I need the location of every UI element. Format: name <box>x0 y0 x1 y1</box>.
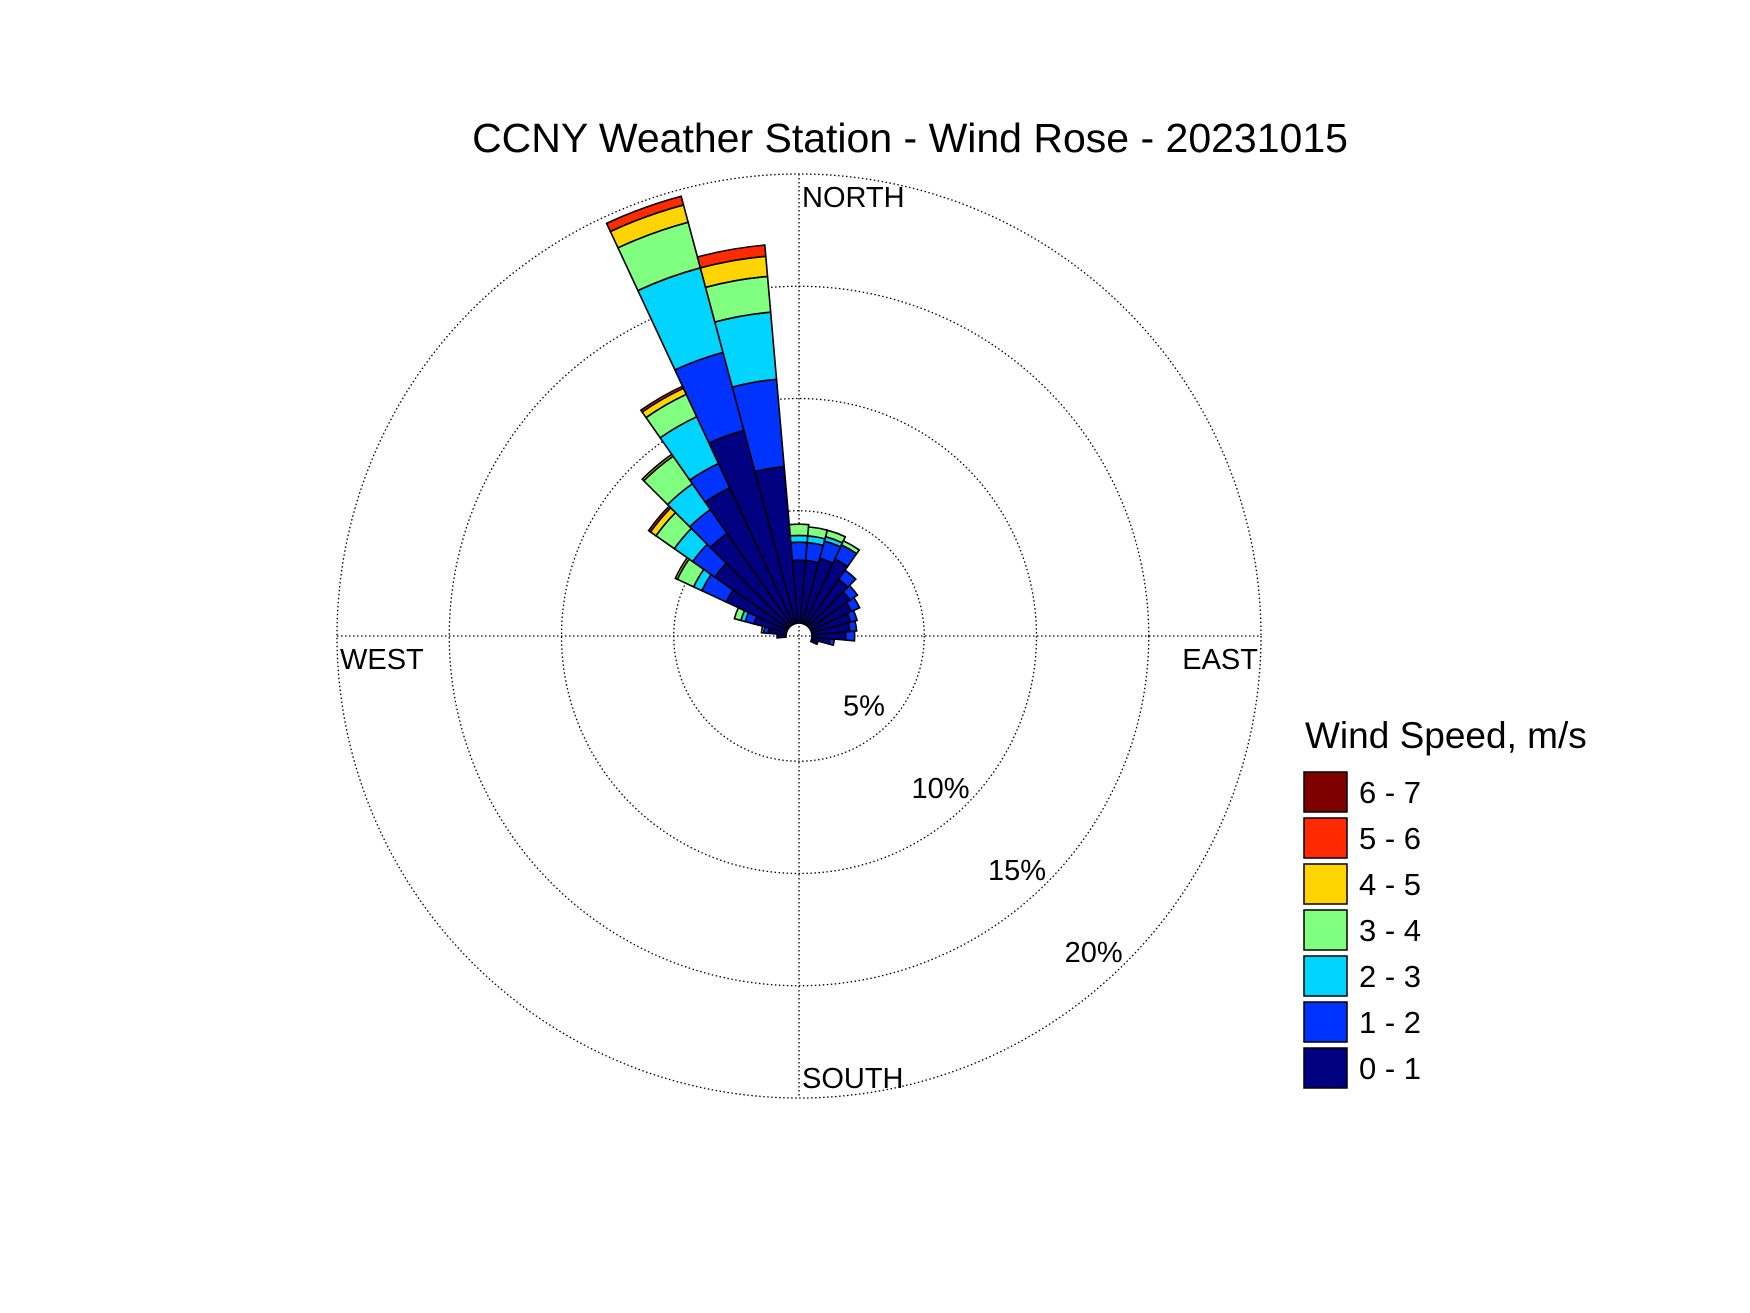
sector <box>788 523 810 537</box>
grid <box>336 173 1262 1099</box>
direction-label: NORTH <box>802 182 905 214</box>
legend-title: Wind Speed, m/s <box>1305 715 1587 756</box>
sector <box>824 529 847 544</box>
sector <box>809 638 820 646</box>
sector <box>845 596 861 613</box>
legend-swatch <box>1303 817 1348 859</box>
sector <box>696 244 767 269</box>
legend-label: 5 - 6 <box>1359 821 1421 856</box>
legend-swatch <box>1303 909 1348 951</box>
legend-swatch <box>1303 771 1348 813</box>
legend-label: 3 - 4 <box>1359 913 1421 948</box>
sector <box>789 541 809 562</box>
grid-circle <box>560 397 1038 875</box>
sector <box>847 620 858 633</box>
legend-label: 0 - 1 <box>1359 1051 1421 1086</box>
legend-label: 6 - 7 <box>1359 775 1421 810</box>
direction-label: WEST <box>340 644 424 676</box>
r-tick-label: 10% <box>911 773 969 805</box>
sector <box>789 534 809 544</box>
bars <box>605 195 861 647</box>
direction-label: EAST <box>1182 644 1258 676</box>
legend-label: 1 - 2 <box>1359 1005 1421 1040</box>
sector <box>844 630 856 642</box>
r-tick-label: 20% <box>1065 937 1123 969</box>
legend-swatch <box>1303 955 1348 997</box>
direction-label: SOUTH <box>802 1063 904 1095</box>
sector <box>605 195 685 233</box>
grid-circle <box>448 285 1150 987</box>
legend-swatch <box>1303 1047 1348 1089</box>
labels: 5% 10% 15% 20% NORTH EAST SOUTH WEST <box>340 182 1258 1095</box>
chart-title: CCNY Weather Station - Wind Rose - 20231… <box>472 115 1348 161</box>
sector <box>841 584 859 602</box>
r-tick-label: 5% <box>843 691 885 723</box>
legend-swatch <box>1303 863 1348 905</box>
sector <box>846 609 859 624</box>
sector <box>827 637 836 647</box>
legend-swatch <box>1303 1001 1348 1043</box>
sector <box>840 539 861 555</box>
legend-label: 2 - 3 <box>1359 959 1421 994</box>
legend: Wind Speed, m/s 0 - 1 1 - 2 2 - 3 3 - 4 4 - 5… <box>1303 715 1587 1089</box>
sector <box>837 569 857 589</box>
r-tick-label: 15% <box>988 855 1046 887</box>
legend-label: 4 - 5 <box>1359 867 1421 902</box>
